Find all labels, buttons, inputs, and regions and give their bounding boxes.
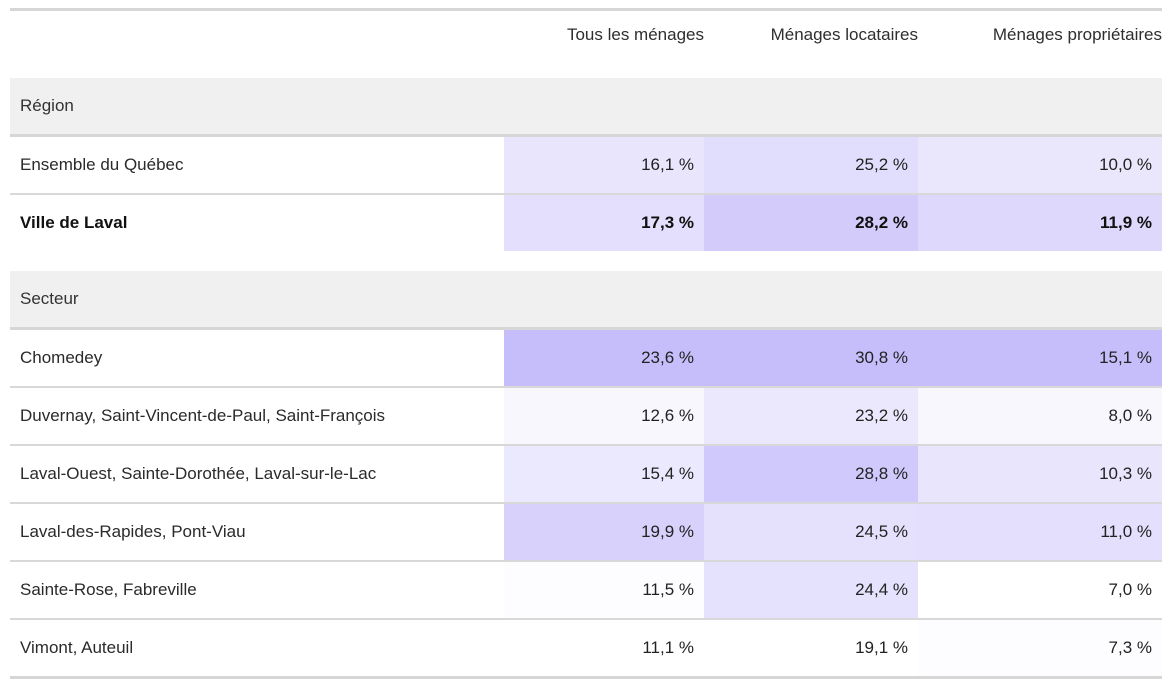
table-row: Laval-Ouest, Sainte-Dorothée, Laval-sur-… xyxy=(10,446,1162,504)
row-label: Duvernay, Saint-Vincent-de-Paul, Saint-F… xyxy=(20,406,386,425)
heatmap-cell: 11,5 % xyxy=(504,562,704,618)
table-row: Duvernay, Saint-Vincent-de-Paul, Saint-F… xyxy=(10,388,1162,446)
heatmap-cell: 24,5 % xyxy=(704,504,918,560)
heatmap-cell: 16,1 % xyxy=(504,137,704,193)
heatmap-cell: 10,3 % xyxy=(918,446,1162,502)
heatmap-cell: 28,8 % xyxy=(704,446,918,502)
row-label: Chomedey xyxy=(20,348,103,367)
heatmap-cell: 23,6 % xyxy=(504,330,704,386)
group-header: Région xyxy=(10,78,1162,137)
heatmap-cell: 12,6 % xyxy=(504,388,704,444)
row-label: Ensemble du Québec xyxy=(20,155,184,174)
heatmap-cell: 7,3 % xyxy=(918,620,1162,676)
row-label: Ville de Laval xyxy=(20,213,128,232)
table-row: Chomedey 23,6 % 30,8 % 15,1 % xyxy=(10,330,1162,388)
heatmap-cell: 11,9 % xyxy=(918,195,1162,251)
group-header: Secteur xyxy=(10,271,1162,330)
table-row: Ville de Laval 17,3 % 28,2 % 11,9 % xyxy=(10,195,1162,251)
row-label: Laval-des-Rapides, Pont-Viau xyxy=(20,522,246,541)
table-row: Laval-des-Rapides, Pont-Viau 19,9 % 24,5 %… xyxy=(10,504,1162,562)
column-header: Ménages propriétaires xyxy=(992,25,1162,44)
row-label: Sainte-Rose, Fabreville xyxy=(20,580,197,599)
column-header: Ménages locataires xyxy=(770,25,918,44)
table-row: Vimont, Auteuil 11,1 % 19,1 % 7,3 % xyxy=(10,620,1162,679)
heatmap-cell: 11,1 % xyxy=(504,620,704,676)
table-row: Ensemble du Québec 16,1 % 25,2 % 10,0 % xyxy=(10,137,1162,195)
column-header-row: Tous les ménages Ménages locataires Ménage… xyxy=(10,11,1162,78)
group-spacer xyxy=(10,251,1162,271)
heatmap-cell: 17,3 % xyxy=(504,195,704,251)
heatmap-cell: 7,0 % xyxy=(918,562,1162,618)
heatmap-cell: 19,9 % xyxy=(504,504,704,560)
heatmap-cell: 11,0 % xyxy=(918,504,1162,560)
heatmap-cell: 15,1 % xyxy=(918,330,1162,386)
row-label: Vimont, Auteuil xyxy=(20,638,134,657)
heatmap-cell: 30,8 % xyxy=(704,330,918,386)
column-header: Tous les ménages xyxy=(566,25,704,44)
table-top-border xyxy=(10,8,1162,11)
heatmap-cell: 15,4 % xyxy=(504,446,704,502)
row-label: Laval-Ouest, Sainte-Dorothée, Laval-sur-… xyxy=(20,464,377,483)
heatmap-cell: 24,4 % xyxy=(704,562,918,618)
heatmap-cell: 28,2 % xyxy=(704,195,918,251)
heatmap-cell: 19,1 % xyxy=(704,620,918,676)
table-row: Sainte-Rose, Fabreville 11,5 % 24,4 % 7,0 % xyxy=(10,562,1162,620)
heatmap-table: Tous les ménages Ménages locataires Ménage… xyxy=(10,8,1162,679)
heatmap-cell: 25,2 % xyxy=(704,137,918,193)
heatmap-cell: 10,0 % xyxy=(918,137,1162,193)
heatmap-cell: 23,2 % xyxy=(704,388,918,444)
heatmap-cell: 8,0 % xyxy=(918,388,1162,444)
